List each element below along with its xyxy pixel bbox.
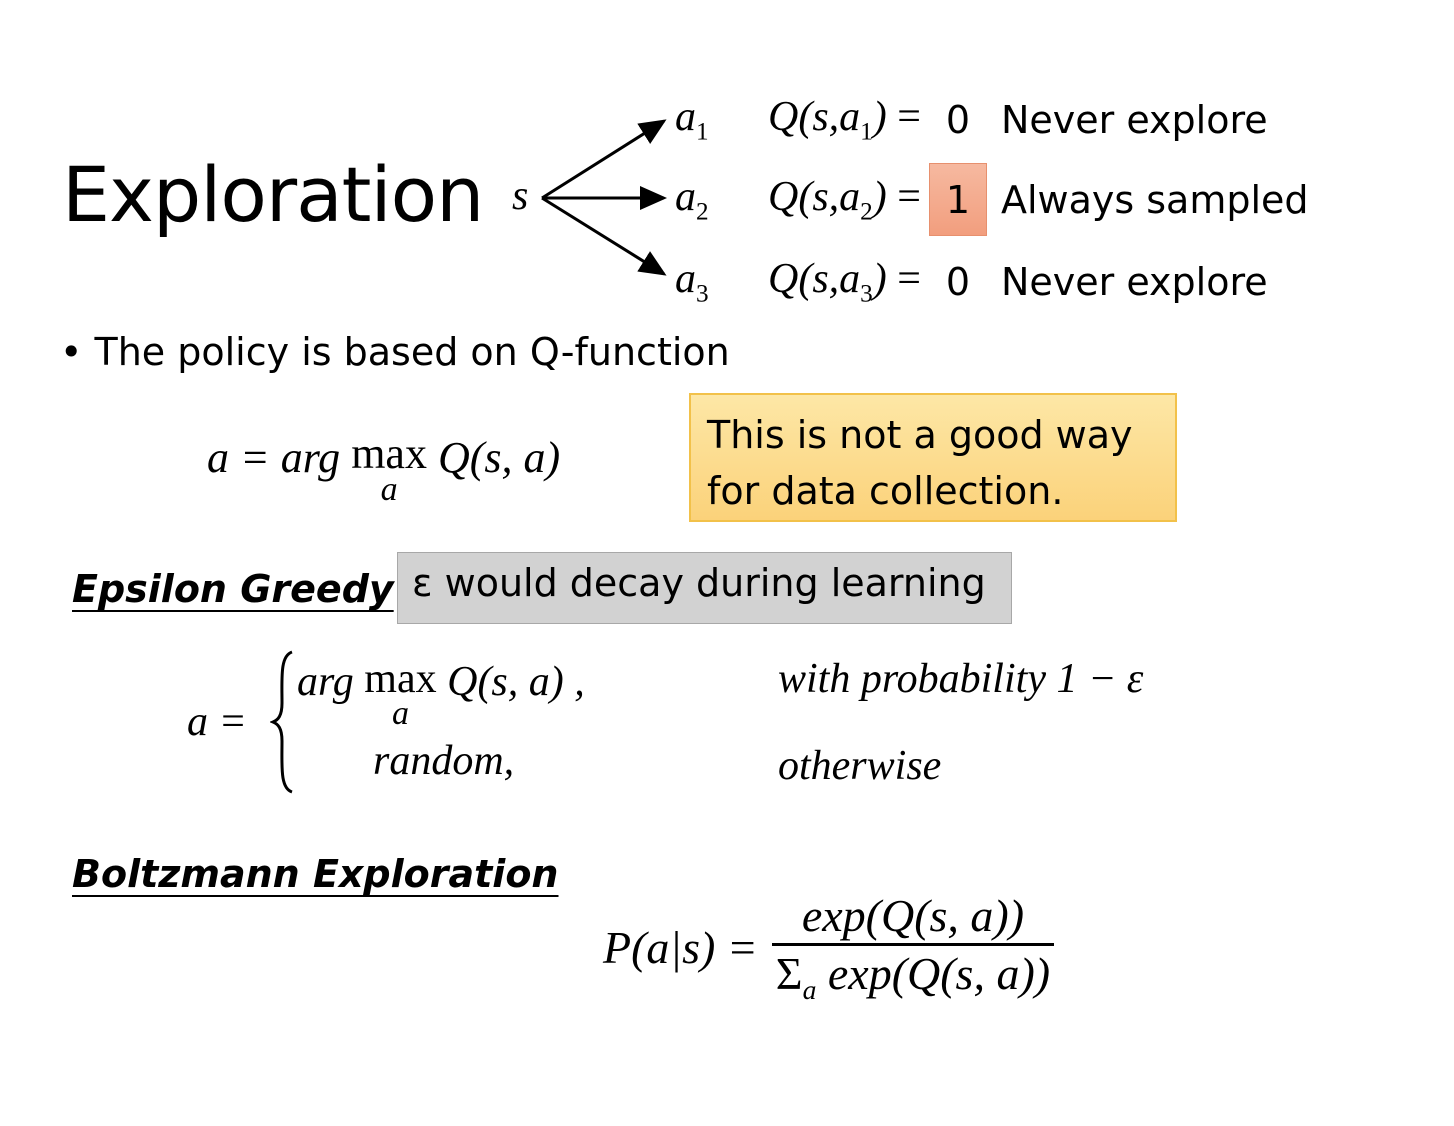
state-label: s [512, 173, 529, 219]
note-line-1: This is not a good way [707, 413, 1133, 457]
case1-expression: arg max a Q(s, a) , [297, 656, 585, 732]
action-description: Never explore [1000, 259, 1268, 304]
sum-subscript: a [802, 974, 817, 1006]
epsilon-greedy-heading: Epsilon Greedy [72, 567, 394, 611]
highlighted-q-value: 1 [928, 163, 987, 236]
boltzmann-fraction: exp(Q(s, a)) Σa exp(Q(s, a)) [771, 888, 1055, 1006]
q-value-expression: Q(s,a1) = [768, 93, 921, 146]
sum-symbol: Σ [775, 948, 803, 1000]
epsilon-note: ε would decay during learning [397, 552, 1012, 624]
action-row: a3 Q(s,a3) = 0 Never explore [675, 245, 1268, 318]
formula-rhs: Q(s, a) [437, 433, 561, 482]
formula-lhs: a = arg [207, 433, 341, 482]
boltzmann-numerator: exp(Q(s, a)) [801, 890, 1025, 941]
action-description: Always sampled [1000, 177, 1309, 222]
action-row: a1 Q(s,a1) = 0 Never explore [675, 83, 1268, 156]
case2-expression: random, [373, 738, 515, 784]
action-description: Never explore [1000, 97, 1268, 142]
slide-title: Exploration [62, 150, 484, 239]
boltzmann-formula: P(a|s) = exp(Q(s, a)) Σa exp(Q(s, a)) [603, 888, 1055, 1006]
note-line-2: for data collection. [707, 469, 1064, 513]
bullet-text: The policy is based on Q-function [94, 330, 730, 374]
action-arrows [541, 119, 667, 276]
arrow-a1 [541, 119, 667, 200]
piecewise-lhs: a = [187, 699, 247, 745]
action-label: a1 [675, 93, 709, 146]
q-value: 0 [945, 259, 971, 304]
q-value-expression: Q(s,a2) = [768, 173, 921, 226]
action-row: a2 Q(s,a2) = 1 Always sampled [675, 163, 1309, 236]
action-label: a3 [675, 255, 709, 308]
q-value-expression: Q(s,a3) = [768, 255, 921, 308]
arrow-a3 [541, 196, 667, 276]
greedy-formula: a = arg max a Q(s, a) [207, 429, 561, 508]
max-operator: max a [351, 429, 427, 508]
fraction-bar [771, 943, 1055, 947]
boltzmann-denominator: Σa exp(Q(s, a)) [776, 946, 1050, 1006]
max-subscript: a [380, 471, 398, 508]
boltzmann-lhs: P(a|s) = [603, 921, 758, 973]
note-not-good: This is not a good way for data collecti… [689, 393, 1177, 522]
bullet-item: • The policy is based on Q-function [60, 330, 730, 374]
left-brace [270, 650, 293, 794]
action-label: a2 [675, 173, 709, 226]
denominator-expression: exp(Q(s, a)) [827, 948, 1051, 1000]
max-subscript: a [391, 695, 409, 732]
boltzmann-heading: Boltzmann Exploration [72, 852, 559, 896]
q-value: 0 [945, 97, 971, 142]
case1-condition: with probability 1 − ε [778, 656, 1144, 702]
case2-condition: otherwise [778, 743, 942, 789]
